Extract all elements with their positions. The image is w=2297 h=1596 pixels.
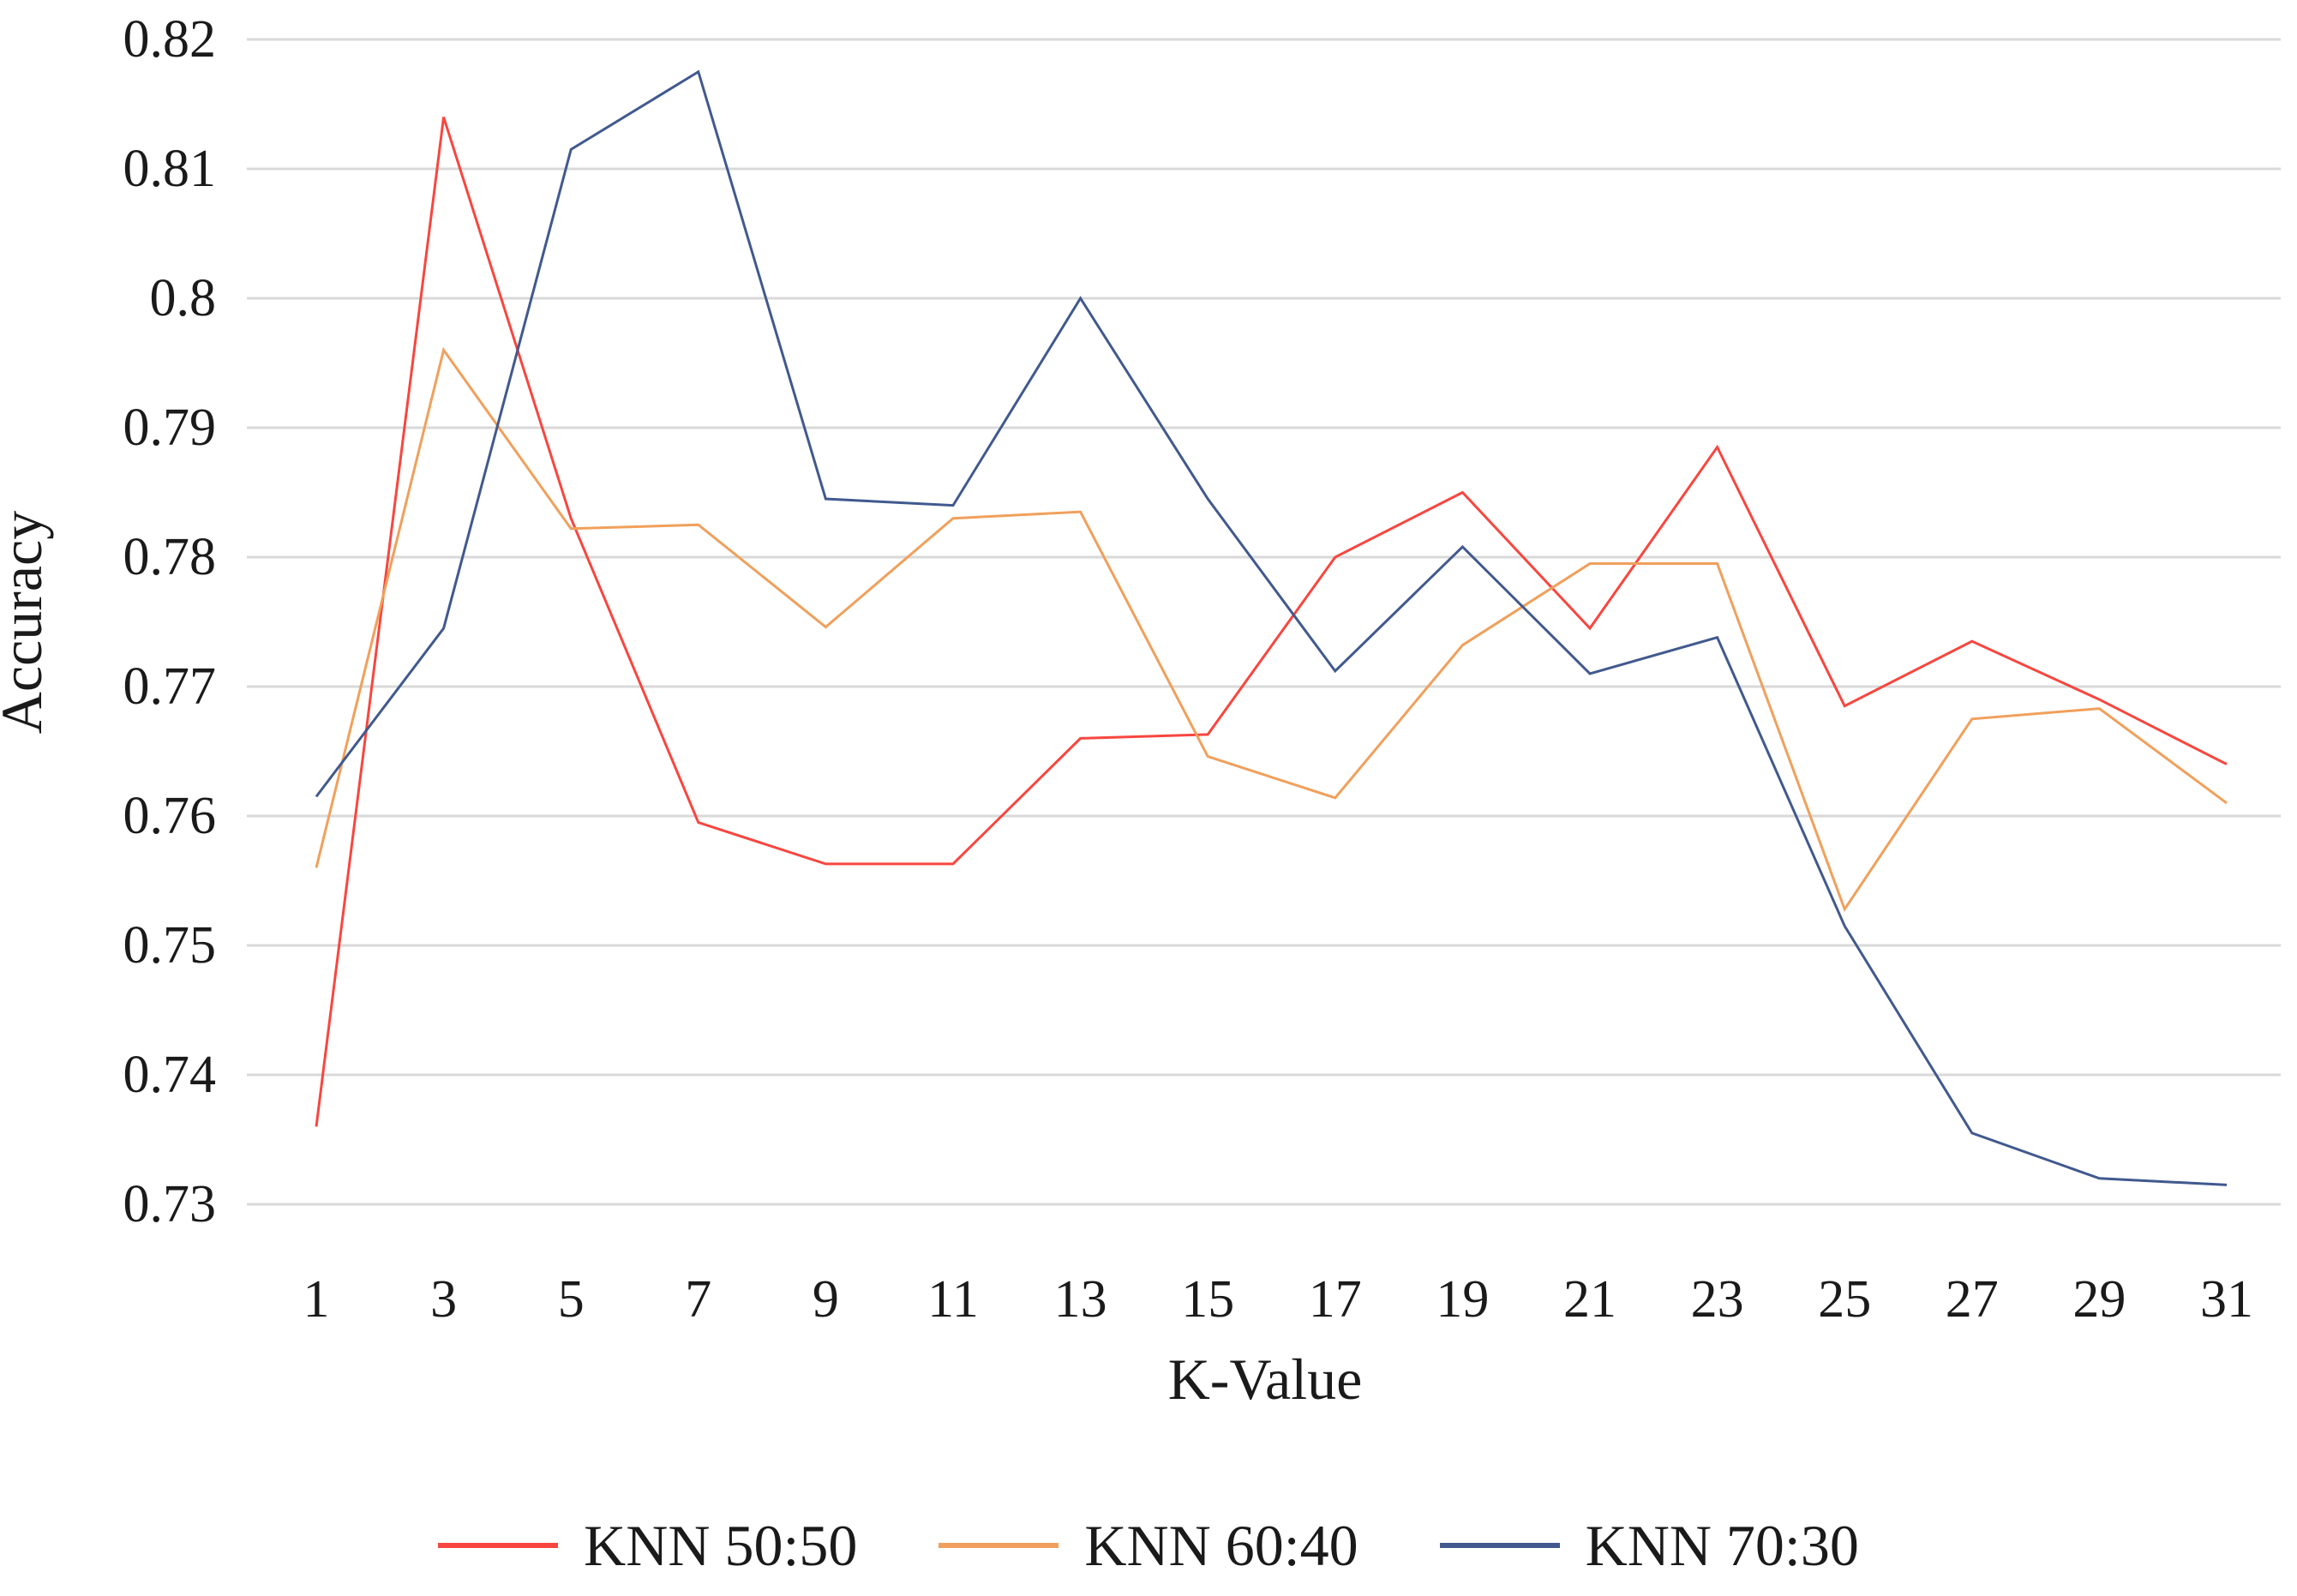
legend-item-knn-60-40: KNN 60:40	[939, 1516, 1358, 1575]
y-axis-title: Accuracy	[0, 511, 54, 734]
x-tick-label: 1	[303, 1270, 330, 1329]
gridlines	[247, 38, 2281, 1206]
x-tick-label: 17	[1309, 1270, 1362, 1329]
x-tick-label: 29	[2072, 1270, 2126, 1329]
series-line-knn-70-30	[315, 69, 2228, 1186]
legend-item-knn-70-30: KNN 70:30	[1439, 1513, 1859, 1578]
x-axis-tick-labels: 1 3 5 7 9 11 13 15 17 19 21 23 25 27 29 31	[303, 1270, 2254, 1329]
y-tick-label: 0.75	[123, 916, 217, 975]
y-tick-label: 0.78	[123, 528, 217, 586]
x-tick-label: 31	[2200, 1270, 2253, 1329]
x-tick-label: 9	[813, 1270, 839, 1329]
x-tick-label: 13	[1054, 1270, 1107, 1329]
y-tick-label: 0.79	[123, 399, 217, 457]
x-tick-label: 21	[1563, 1270, 1616, 1329]
x-tick-label: 7	[685, 1270, 711, 1329]
x-tick-label: 11	[927, 1270, 979, 1329]
x-tick-label: 3	[430, 1270, 457, 1329]
x-tick-label: 23	[1691, 1270, 1744, 1329]
series-line-knn-50-50	[315, 117, 2228, 1127]
legend-swatch-knn-70-30-icon	[1439, 1543, 1560, 1548]
y-tick-label: 0.8	[150, 269, 217, 327]
x-tick-label: 15	[1181, 1270, 1234, 1329]
y-tick-label: 0.82	[123, 10, 217, 69]
legend-label: KNN 70:30	[1585, 1513, 1859, 1578]
y-tick-label: 0.74	[123, 1046, 217, 1104]
x-axis-title: K-Value	[1168, 1347, 1363, 1412]
legend-label: KNN 60:40	[1084, 1513, 1358, 1578]
legend: KNN 50:50 KNN 60:40 KNN 70:30	[0, 1507, 2297, 1584]
y-tick-label: 0.81	[123, 140, 217, 198]
x-tick-label: 27	[1946, 1270, 1999, 1329]
legend-swatch-knn-60-40-icon	[939, 1543, 1059, 1548]
series-line-knn-60-40	[315, 346, 2228, 912]
y-tick-label: 0.77	[123, 657, 217, 716]
legend-swatch-knn-50-50-icon	[438, 1543, 559, 1548]
legend-item-knn-50-50: KNN 50:50	[438, 1516, 857, 1575]
series-lines	[315, 69, 2228, 1186]
y-axis-tick-labels: 0.82 0.81 0.8 0.79 0.78 0.77 0.76 0.75 0.74 0.73	[123, 10, 217, 1233]
x-tick-label: 5	[558, 1270, 585, 1329]
legend-label: KNN 50:50	[584, 1513, 858, 1578]
x-tick-label: 19	[1436, 1270, 1489, 1329]
y-tick-label: 0.73	[123, 1175, 217, 1233]
x-tick-label: 25	[1818, 1270, 1871, 1329]
y-tick-label: 0.76	[123, 787, 217, 845]
